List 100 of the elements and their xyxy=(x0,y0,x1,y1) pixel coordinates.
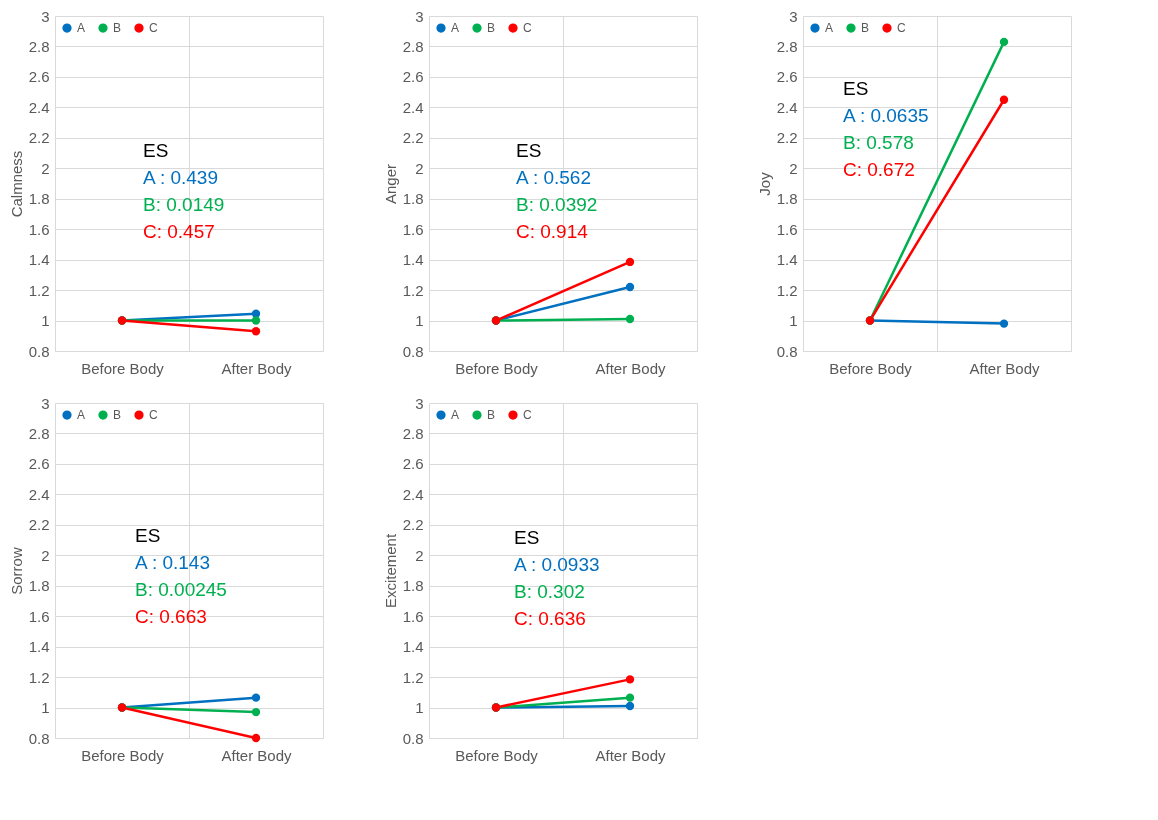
y-tick-label: 0.8 xyxy=(776,342,798,360)
legend-label: C xyxy=(523,21,532,36)
annotation: ES xyxy=(516,140,542,161)
y-tick-label: 1.2 xyxy=(402,668,424,686)
legend-label: C xyxy=(523,408,532,423)
y-tick-label: 1.8 xyxy=(776,190,798,208)
x-tick-label: Before Body xyxy=(81,746,165,764)
y-tick-label: 2.4 xyxy=(402,98,424,116)
y-tick-label: 2.6 xyxy=(776,68,798,86)
y-tick-label: 2.8 xyxy=(28,424,50,442)
y-tick-label: 0.8 xyxy=(402,729,424,747)
y-tick-label: 1.2 xyxy=(28,281,50,299)
y-tick-label: 0.8 xyxy=(28,729,50,747)
annotation: B: 0.578 xyxy=(843,132,914,153)
annotation: A : 0.562 xyxy=(516,167,592,188)
annotation: B: 0.302 xyxy=(514,581,585,602)
y-tick-label: 1.8 xyxy=(28,577,50,595)
legend-label: A xyxy=(77,408,86,423)
y-tick-label: 2 xyxy=(41,159,50,177)
annotation: A : 0.0933 xyxy=(514,554,600,575)
y-tick-label: 2 xyxy=(415,159,424,177)
legend-label: B xyxy=(487,408,496,423)
point xyxy=(999,37,1009,47)
x-tick-label: Before Body xyxy=(455,359,539,377)
point xyxy=(625,693,635,702)
point xyxy=(999,319,1009,328)
y-tick-label: 2.4 xyxy=(28,485,50,503)
y-tick-label: 2.8 xyxy=(402,37,424,55)
x-tick-label: Before Body xyxy=(829,359,913,377)
y-tick-label: 1.6 xyxy=(402,607,424,625)
y-tick-label: 1.8 xyxy=(402,190,424,208)
y-tick-label: 0.8 xyxy=(28,342,50,360)
annotation: B: 0.0149 xyxy=(143,194,225,215)
y-tick-label: 2.2 xyxy=(28,516,50,534)
y-tick-label: 2.8 xyxy=(28,37,50,55)
y-tick-label: 2.2 xyxy=(776,129,798,147)
y-tick-label: 2.6 xyxy=(402,455,424,473)
annotation: ES xyxy=(143,140,169,161)
y-tick-label: 3 xyxy=(41,394,50,412)
y-tick-label: 2 xyxy=(789,159,798,177)
y-tick-label: 1.4 xyxy=(402,638,424,656)
legend-label: A xyxy=(825,21,834,36)
y-tick-label: 1.4 xyxy=(28,638,50,656)
y-tick-label: 2.8 xyxy=(776,37,798,55)
y-tick-label: 2.8 xyxy=(402,424,424,442)
y-tick-label: 1.4 xyxy=(776,251,798,269)
y-tick-label: 1.6 xyxy=(402,220,424,238)
y-tick-label: 3 xyxy=(41,7,50,25)
annotation: B: 0.0392 xyxy=(516,194,598,215)
annotation: B: 0.00245 xyxy=(135,579,227,600)
legend-label: B xyxy=(861,21,870,36)
point xyxy=(625,675,635,684)
annotation: A : 0.0635 xyxy=(843,105,929,126)
annotation: C: 0.672 xyxy=(843,159,915,180)
y-tick-label: 1.6 xyxy=(28,220,50,238)
y-tick-label: 3 xyxy=(789,7,798,25)
point xyxy=(625,282,635,292)
y-tick-label: 1 xyxy=(415,699,424,717)
y-axis-title: Anger xyxy=(381,163,399,205)
y-tick-label: 2.4 xyxy=(402,485,424,503)
y-tick-label: 1.2 xyxy=(28,668,50,686)
annotation: C: 0.663 xyxy=(135,606,207,627)
y-axis-title: Joy xyxy=(755,171,773,196)
point xyxy=(625,314,635,324)
legend-label: A xyxy=(451,21,460,36)
y-tick-label: 1.4 xyxy=(28,251,50,269)
x-tick-label: After Body xyxy=(221,359,293,377)
y-tick-label: 3 xyxy=(415,7,424,25)
y-tick-label: 2.2 xyxy=(402,516,424,534)
annotation: A : 0.143 xyxy=(135,552,211,573)
y-tick-label: 1.6 xyxy=(776,220,798,238)
y-tick-label: 1.8 xyxy=(402,577,424,595)
y-tick-label: 1.4 xyxy=(402,251,424,269)
y-tick-label: 1 xyxy=(789,312,798,330)
annotation: A : 0.439 xyxy=(143,167,219,188)
annotation: C: 0.457 xyxy=(143,221,215,242)
legend-label: C xyxy=(149,408,158,423)
y-tick-label: 1.2 xyxy=(402,281,424,299)
y-tick-label: 1 xyxy=(41,312,50,330)
y-tick-label: 2.6 xyxy=(28,455,50,473)
point xyxy=(625,257,635,267)
point xyxy=(999,95,1009,104)
legend-label: B xyxy=(113,408,122,423)
y-tick-label: 2.4 xyxy=(28,98,50,116)
y-tick-label: 2.4 xyxy=(776,98,798,116)
annotation: ES xyxy=(514,527,540,548)
point xyxy=(251,707,261,717)
x-tick-label: After Body xyxy=(595,746,667,764)
y-tick-label: 1.2 xyxy=(776,281,798,299)
y-tick-label: 1 xyxy=(415,312,424,330)
y-axis-title: Sorrow xyxy=(7,547,25,595)
point xyxy=(251,693,261,702)
y-axis-title: Excitement xyxy=(381,533,399,609)
y-tick-label: 2 xyxy=(415,546,424,564)
point xyxy=(625,701,635,711)
x-tick-label: After Body xyxy=(595,359,667,377)
annotation: C: 0.636 xyxy=(514,608,586,629)
x-tick-label: After Body xyxy=(969,359,1041,377)
legend-label: A xyxy=(451,408,460,423)
legend-label: B xyxy=(113,21,122,36)
